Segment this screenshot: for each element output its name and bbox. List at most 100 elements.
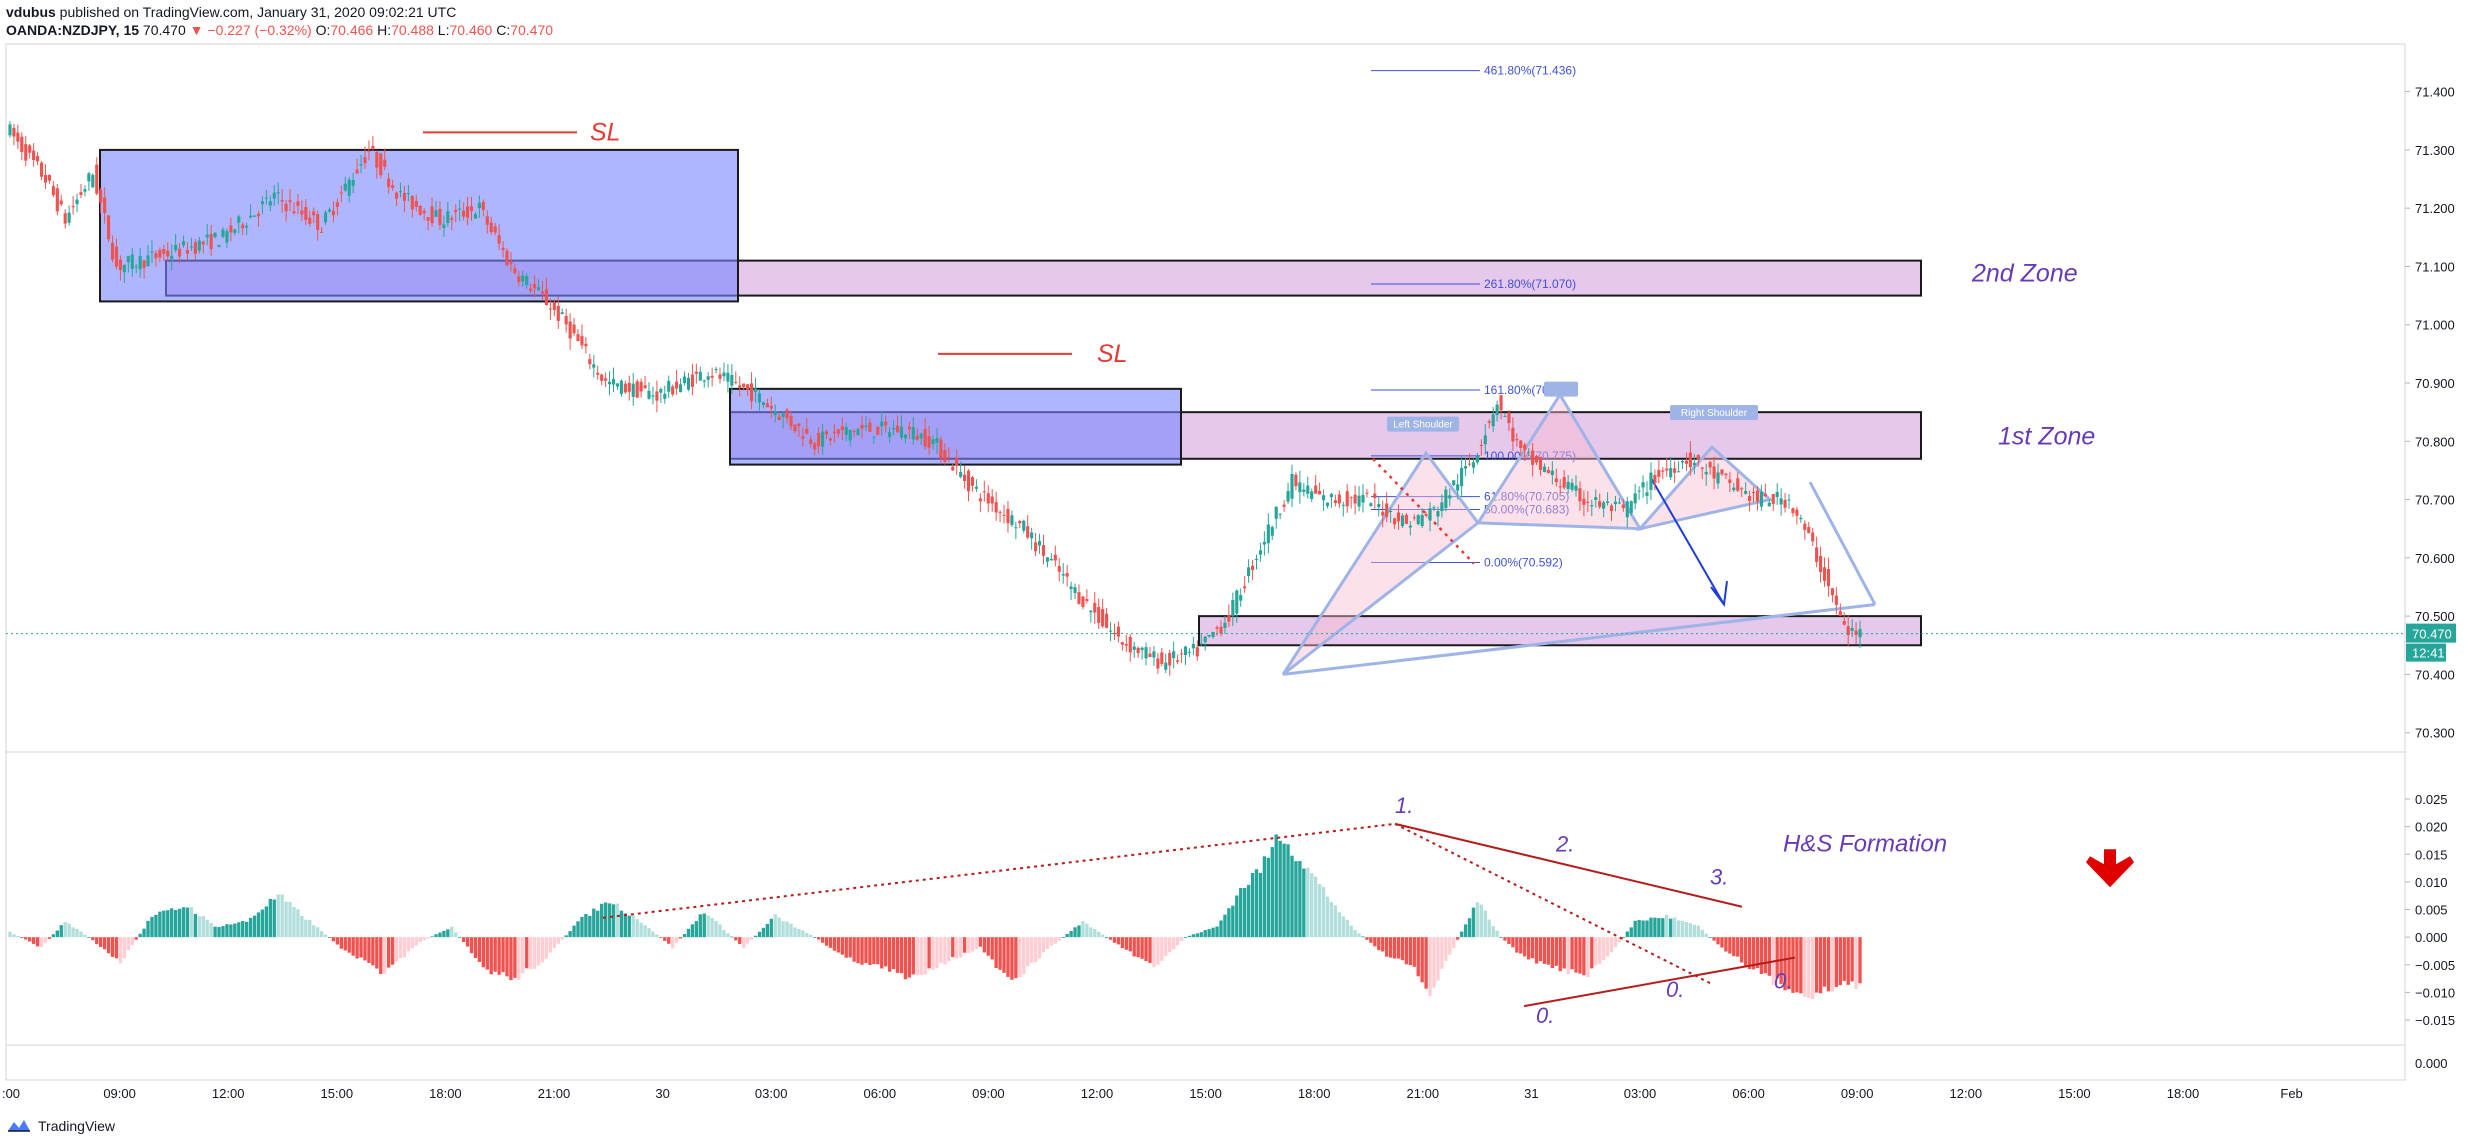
osc-lower-trendline[interactable] [1523, 956, 1796, 1008]
candle-body [485, 216, 489, 225]
candle-body [95, 164, 99, 194]
candle-body [517, 276, 521, 283]
histogram-bar [327, 937, 332, 938]
candle-body [1254, 558, 1259, 561]
histogram-bar [588, 915, 592, 938]
projection-arrow-head [1710, 581, 1728, 608]
empty-pane-tick-label: 0.000 [2415, 1056, 2448, 1071]
histogram-bar [477, 937, 482, 962]
time-tick-label: 18:00 [2167, 1086, 2200, 1101]
histogram-bar [193, 913, 198, 938]
histogram-bar [1728, 937, 1732, 954]
histogram-bar [1696, 925, 1700, 938]
candle-body [777, 416, 781, 421]
candle-body [1085, 598, 1089, 601]
candle-body [1302, 489, 1306, 492]
hs-neckline[interactable] [1282, 602, 1876, 676]
candle-body [110, 242, 115, 260]
candle-body [221, 229, 225, 237]
candle-body [746, 384, 750, 390]
candle-body [734, 381, 738, 383]
candle-body [1041, 545, 1046, 556]
candle-body [951, 466, 955, 471]
histogram-bar [264, 906, 269, 938]
histogram-bar [272, 899, 276, 938]
histogram-bar [244, 921, 249, 938]
histogram-bar [335, 937, 340, 945]
histogram-bar [884, 937, 888, 967]
histogram-bar [181, 907, 186, 938]
histogram-bar [943, 937, 947, 965]
histogram-bar [1582, 937, 1586, 976]
open-label: O: [315, 22, 331, 38]
osc-upper-trendline[interactable] [1394, 822, 1743, 908]
histogram-bar [1010, 937, 1014, 980]
candle-body [284, 203, 288, 212]
price-tick-label: 71.400 [2415, 85, 2455, 100]
candle-body [706, 376, 710, 380]
histogram-bar [31, 937, 36, 944]
histogram-bar [584, 914, 588, 938]
support-resistance-zone[interactable] [1198, 615, 1922, 647]
candle-body [493, 226, 497, 233]
candle-body [1298, 482, 1302, 493]
histogram-bar [1550, 937, 1555, 968]
candle-body [1022, 520, 1026, 531]
candle-body [1653, 475, 1657, 483]
candle-body [1605, 501, 1610, 503]
histogram-bar [59, 925, 63, 938]
countdown-badge [2406, 643, 2446, 662]
histogram-bar [671, 937, 675, 949]
candle-body [1223, 622, 1227, 628]
histogram-bar [418, 937, 422, 942]
price-tick-label: 70.400 [2415, 667, 2455, 682]
histogram-bar [1033, 937, 1038, 963]
fib-anchor-line[interactable] [1372, 457, 1475, 565]
down-arrow-signal-icon[interactable] [2086, 849, 2134, 888]
candle-body [1385, 503, 1389, 517]
candle-body [146, 255, 150, 267]
candle-body [1329, 493, 1334, 498]
candle-body [986, 493, 990, 504]
author-name[interactable]: vdubus [6, 4, 56, 20]
histogram-bar [1310, 873, 1314, 938]
hs-pattern-triangle[interactable] [1635, 444, 1774, 532]
candle-body [217, 245, 221, 247]
candle-body [824, 431, 829, 435]
candle-body [868, 422, 872, 432]
histogram-bar [280, 894, 284, 938]
histogram-bar [935, 937, 939, 969]
candle-body [16, 132, 20, 142]
osc-dotted-trendline[interactable] [1394, 822, 1713, 985]
histogram-bar [1365, 937, 1369, 940]
projection-arrow[interactable] [1649, 475, 1725, 605]
histogram-bar [1546, 937, 1551, 965]
histogram-bar [1814, 937, 1819, 993]
hs-right-leg[interactable] [1808, 481, 1877, 606]
candle-body [1795, 509, 1799, 516]
histogram-bar [781, 921, 785, 938]
close-label: C: [496, 22, 511, 38]
candle-body [1108, 630, 1113, 632]
candle-body [1250, 565, 1255, 570]
candle-body [864, 425, 868, 427]
candle-body [241, 224, 245, 229]
candle-body [907, 426, 911, 430]
histogram-bar [158, 911, 162, 938]
candle-body [1645, 492, 1649, 496]
candle-body [1227, 615, 1231, 622]
consolidation-box[interactable] [99, 148, 739, 303]
histogram-bar [990, 937, 994, 960]
symbol-label[interactable]: OANDA:NZDJPY, 15 [6, 22, 140, 38]
consolidation-box[interactable] [729, 387, 1182, 466]
candle-body [359, 164, 363, 166]
histogram-bar [722, 929, 726, 938]
candle-body [604, 378, 608, 381]
histogram-bar [828, 937, 833, 948]
candle-body [647, 390, 651, 399]
candle-body [1471, 462, 1476, 468]
candle-body [288, 200, 292, 203]
candle-body [20, 136, 24, 153]
histogram-bar [1199, 932, 1203, 938]
